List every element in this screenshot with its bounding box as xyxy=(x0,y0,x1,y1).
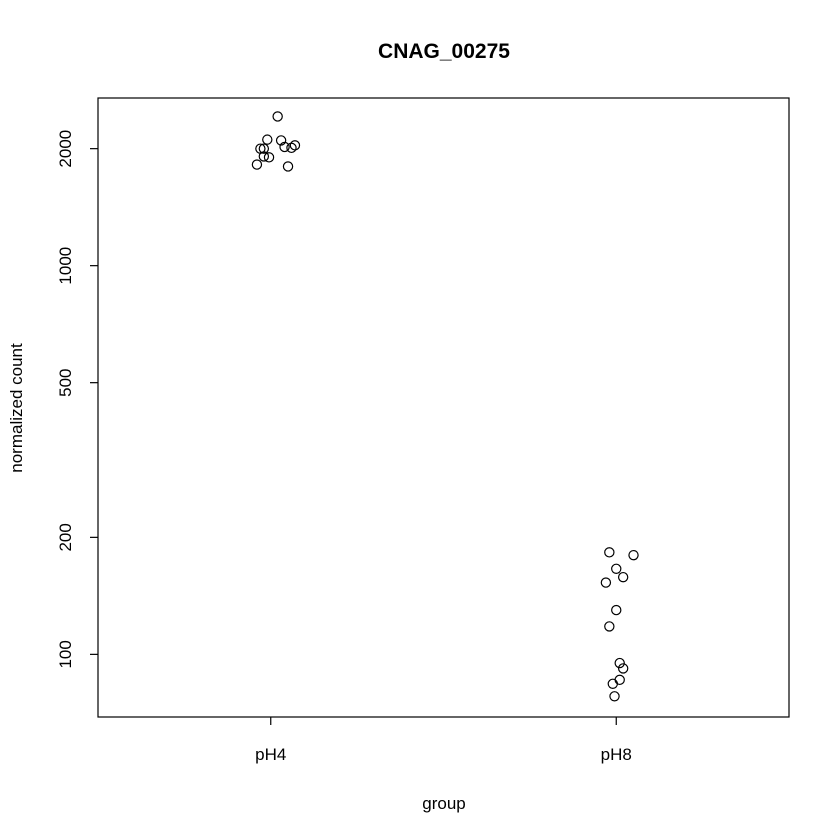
data-point xyxy=(614,674,625,686)
data-point xyxy=(286,142,297,154)
x-axis-label: group xyxy=(422,794,465,813)
y-tick-label: 1000 xyxy=(56,247,75,285)
data-point xyxy=(272,111,283,122)
data-point xyxy=(275,135,287,146)
y-tick-label: 500 xyxy=(56,368,75,396)
data-point xyxy=(607,678,618,689)
data-point xyxy=(600,577,612,588)
chart-title: CNAG_00275 xyxy=(378,40,510,63)
data-point xyxy=(614,657,625,669)
data-points xyxy=(251,111,639,702)
data-point xyxy=(262,134,273,145)
data-point xyxy=(609,691,620,702)
data-point xyxy=(604,547,615,558)
data-point xyxy=(258,151,270,162)
x-tick-label: pH4 xyxy=(255,745,286,764)
data-point xyxy=(263,152,275,163)
y-tick-label: 2000 xyxy=(56,130,75,168)
y-tick-label: 200 xyxy=(56,523,75,551)
y-axis-label: normalized count xyxy=(7,343,26,473)
data-point xyxy=(604,621,615,632)
data-point xyxy=(258,143,270,154)
plot-frame xyxy=(97,97,790,718)
data-point xyxy=(251,159,263,170)
data-point xyxy=(611,604,622,616)
y-tick-label: 100 xyxy=(56,640,75,668)
data-point xyxy=(289,140,301,151)
data-point xyxy=(628,549,639,561)
data-point xyxy=(617,571,629,583)
x-tick-label: pH8 xyxy=(601,745,632,764)
y-axis: 100 200 500 1000 2000 xyxy=(56,130,98,669)
data-point xyxy=(611,563,622,575)
data-point xyxy=(617,663,629,674)
data-point xyxy=(282,161,294,172)
data-point xyxy=(279,141,290,153)
x-axis: pH4 pH8 xyxy=(255,717,632,764)
